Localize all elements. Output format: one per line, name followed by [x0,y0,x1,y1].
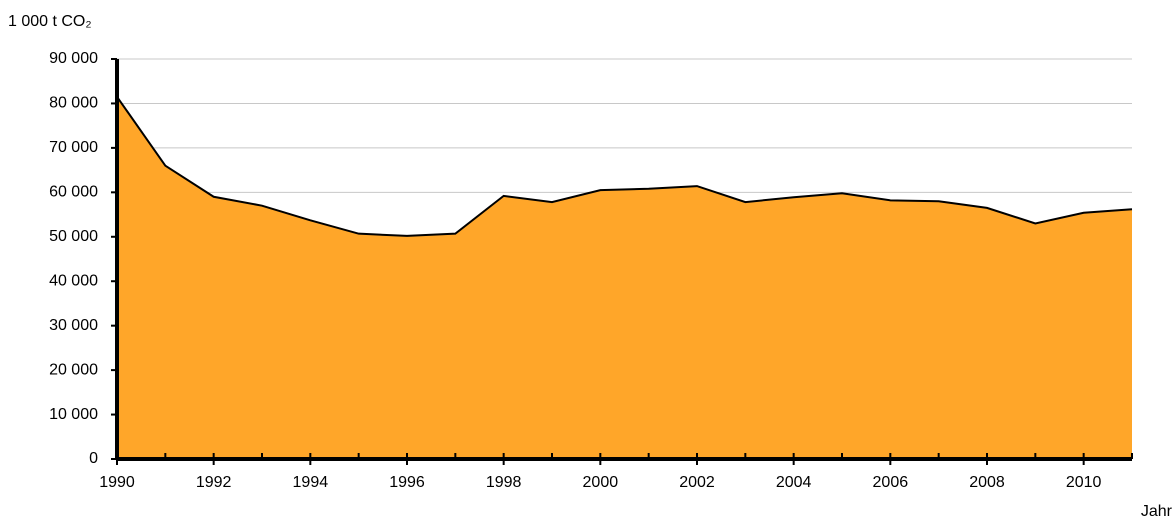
x-tick-label: 1992 [196,474,232,491]
x-axis-label: Jahr [1141,503,1173,520]
x-tick-label: 1990 [99,474,135,491]
y-tick-label: 40 000 [49,272,98,289]
y-tick-label: 0 [89,450,98,467]
y-tick-label: 50 000 [49,228,98,245]
y-tick-label: 60 000 [49,184,98,201]
x-tick-label: 2008 [969,474,1005,491]
y-axis-label: 1 000 t CO₂ [8,13,92,30]
y-tick-label: 90 000 [49,50,98,67]
x-tick-label: 2004 [776,474,812,491]
y-tick-label: 80 000 [49,95,98,112]
y-tick-label: 70 000 [49,139,98,156]
x-tick-label: 1996 [389,474,425,491]
y-tick-label: 20 000 [49,361,98,378]
y-tick-label: 30 000 [49,317,98,334]
x-tick-label: 2002 [679,474,715,491]
x-tick-label: 2000 [583,474,619,491]
area-outline [116,96,1133,237]
x-tick-label: 2006 [873,474,909,491]
y-tick-label: 10 000 [49,406,98,423]
x-tick-label: 1994 [293,474,329,491]
x-tick-label: 2010 [1066,474,1102,491]
area [117,96,1132,460]
x-tick-label: 1998 [486,474,522,491]
